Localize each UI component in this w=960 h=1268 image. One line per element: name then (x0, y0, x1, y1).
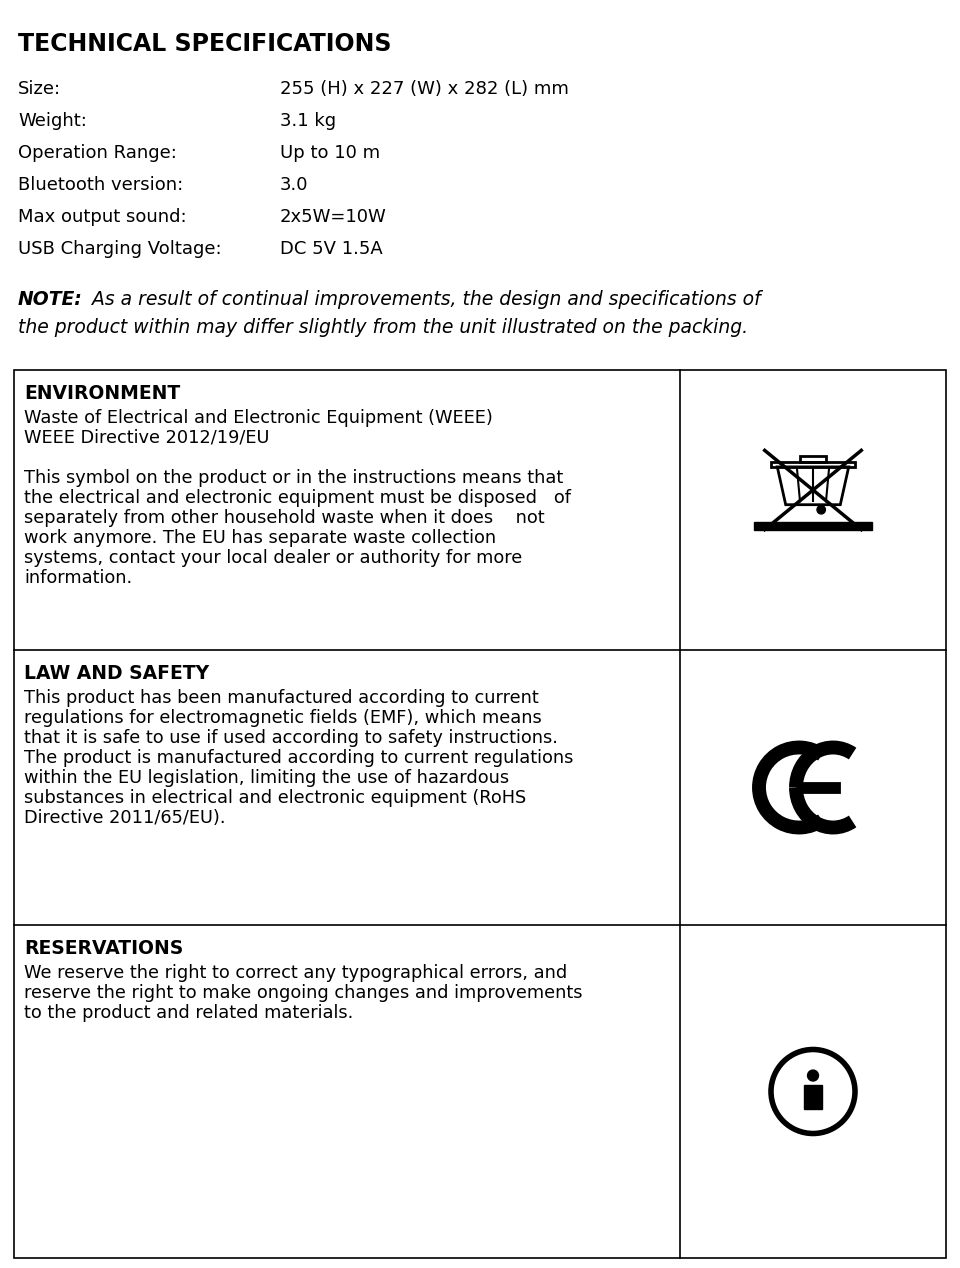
Text: Size:: Size: (18, 80, 61, 98)
Text: systems, contact your local dealer or authority for more: systems, contact your local dealer or au… (24, 549, 522, 567)
Text: This product has been manufactured according to current: This product has been manufactured accor… (24, 689, 539, 708)
Bar (14, 370, 946, 1258)
Text: the product within may differ slightly from the unit illustrated on the packing.: the product within may differ slightly f… (18, 318, 748, 337)
Text: 2x5W=10W: 2x5W=10W (280, 208, 387, 226)
Text: DC 5V 1.5A: DC 5V 1.5A (280, 240, 383, 257)
Text: WEEE Directive 2012/19/EU: WEEE Directive 2012/19/EU (24, 429, 270, 448)
Text: Max output sound:: Max output sound: (18, 208, 186, 226)
Text: We reserve the right to correct any typographical errors, and: We reserve the right to correct any typo… (24, 964, 567, 981)
Text: 3.0: 3.0 (280, 176, 308, 194)
Text: LAW AND SAFETY: LAW AND SAFETY (24, 664, 209, 683)
Text: regulations for electromagnetic fields (EMF), which means: regulations for electromagnetic fields (… (24, 709, 541, 727)
Text: reserve the right to make ongoing changes and improvements: reserve the right to make ongoing change… (24, 984, 583, 1002)
Text: ENVIRONMENT: ENVIRONMENT (24, 384, 180, 403)
Bar (755, 521, 872, 530)
Text: Bluetooth version:: Bluetooth version: (18, 176, 183, 194)
Text: Weight:: Weight: (18, 112, 86, 131)
Text: the electrical and electronic equipment must be disposed   of: the electrical and electronic equipment … (24, 489, 571, 507)
Text: 255 (H) x 227 (W) x 282 (L) mm: 255 (H) x 227 (W) x 282 (L) mm (280, 80, 569, 98)
Text: Waste of Electrical and Electronic Equipment (WEEE): Waste of Electrical and Electronic Equip… (24, 410, 492, 427)
Text: substances in electrical and electronic equipment (RoHS: substances in electrical and electronic … (24, 789, 526, 806)
Bar (804, 1085, 822, 1110)
Bar (801, 455, 826, 462)
Text: information.: information. (24, 569, 132, 587)
Text: Operation Range:: Operation Range: (18, 145, 177, 162)
Text: TECHNICAL SPECIFICATIONS: TECHNICAL SPECIFICATIONS (18, 32, 392, 56)
Text: 3.1 kg: 3.1 kg (280, 112, 336, 131)
Text: work anymore. The EU has separate waste collection: work anymore. The EU has separate waste … (24, 529, 496, 547)
Circle shape (807, 1070, 819, 1082)
Text: As a result of continual improvements, the design and specifications of: As a result of continual improvements, t… (86, 290, 760, 309)
Text: to the product and related materials.: to the product and related materials. (24, 1004, 353, 1022)
Text: separately from other household waste when it does    not: separately from other household waste wh… (24, 508, 544, 527)
Text: Directive 2011/65/EU).: Directive 2011/65/EU). (24, 809, 226, 827)
Text: This symbol on the product or in the instructions means that: This symbol on the product or in the ins… (24, 469, 564, 487)
Circle shape (817, 506, 826, 514)
Text: Up to 10 m: Up to 10 m (280, 145, 380, 162)
Bar (771, 462, 855, 467)
Text: NOTE:: NOTE: (18, 290, 83, 309)
Text: RESERVATIONS: RESERVATIONS (24, 940, 183, 959)
Text: USB Charging Voltage:: USB Charging Voltage: (18, 240, 222, 257)
Text: that it is safe to use if used according to safety instructions.: that it is safe to use if used according… (24, 729, 558, 747)
Text: within the EU legislation, limiting the use of hazardous: within the EU legislation, limiting the … (24, 768, 509, 787)
Text: The product is manufactured according to current regulations: The product is manufactured according to… (24, 749, 573, 767)
